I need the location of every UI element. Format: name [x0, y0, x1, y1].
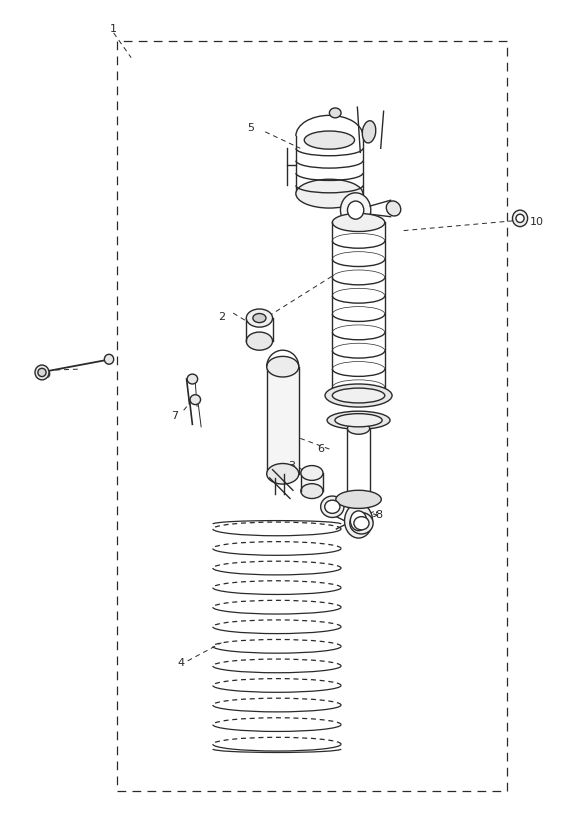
Text: 1: 1 — [110, 24, 117, 34]
Ellipse shape — [340, 193, 371, 227]
Ellipse shape — [327, 411, 390, 429]
Ellipse shape — [350, 513, 373, 534]
Text: 10: 10 — [529, 218, 543, 227]
Ellipse shape — [296, 180, 363, 208]
Text: 4: 4 — [177, 658, 184, 668]
Ellipse shape — [301, 484, 323, 499]
Ellipse shape — [516, 214, 524, 222]
Ellipse shape — [362, 121, 376, 143]
Polygon shape — [266, 367, 298, 474]
Ellipse shape — [246, 332, 273, 350]
Ellipse shape — [336, 490, 381, 508]
Ellipse shape — [512, 210, 528, 227]
Ellipse shape — [347, 201, 364, 219]
Bar — [117, 41, 507, 791]
Ellipse shape — [246, 309, 273, 327]
Polygon shape — [301, 473, 323, 491]
Text: 8: 8 — [375, 510, 382, 520]
Text: 5: 5 — [247, 123, 254, 133]
Ellipse shape — [321, 496, 344, 517]
Ellipse shape — [350, 511, 367, 531]
Ellipse shape — [35, 365, 49, 380]
Ellipse shape — [187, 374, 198, 384]
Ellipse shape — [325, 500, 340, 513]
Ellipse shape — [301, 466, 323, 480]
Ellipse shape — [266, 463, 299, 485]
Ellipse shape — [347, 423, 370, 434]
Ellipse shape — [329, 108, 341, 118]
Ellipse shape — [335, 414, 382, 427]
Text: 3: 3 — [288, 461, 295, 471]
Ellipse shape — [253, 314, 266, 323]
Ellipse shape — [332, 388, 385, 403]
Text: 7: 7 — [171, 411, 178, 421]
Text: 9: 9 — [43, 370, 50, 380]
Ellipse shape — [354, 517, 369, 530]
Ellipse shape — [104, 354, 114, 364]
Text: 2: 2 — [218, 312, 225, 322]
Ellipse shape — [387, 201, 401, 216]
Ellipse shape — [304, 131, 354, 149]
Ellipse shape — [325, 384, 392, 407]
Ellipse shape — [345, 503, 373, 538]
Ellipse shape — [266, 357, 299, 377]
Text: 6: 6 — [317, 444, 324, 454]
Ellipse shape — [38, 368, 46, 377]
Ellipse shape — [190, 395, 201, 405]
Ellipse shape — [332, 213, 385, 232]
